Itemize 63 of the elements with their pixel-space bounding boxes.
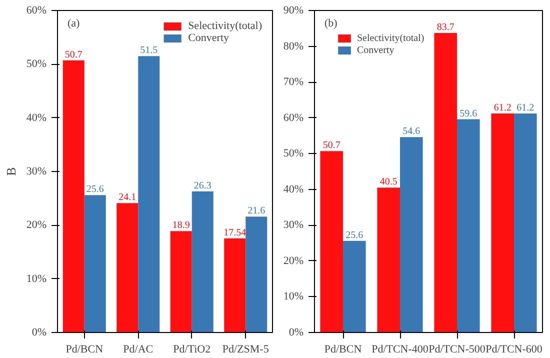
y-tick-label: 40% [283,183,304,196]
bar [514,114,537,332]
annotation: (a) [68,18,80,30]
y-tick-label: 20% [283,254,304,267]
legend-label: Converty [188,32,230,44]
data-label: 18.9 [172,220,190,232]
y-tick-label: 20% [26,219,47,232]
data-label: 40.5 [380,176,398,188]
x-tick-label: Pd/BCN [324,344,362,356]
bar [192,191,214,332]
y-tick-label: 30% [26,166,47,178]
bar [170,231,192,332]
y-tick-label: 40% [26,112,47,124]
y-tick-label: 50% [283,148,304,160]
bar [457,119,480,332]
bar [491,114,514,332]
y-tick-label: 60% [26,4,47,16]
legend-label: Selectivity(total) [188,20,262,32]
data-label: 26.3 [194,180,212,192]
bar [224,238,246,332]
bar [62,60,84,332]
data-label: 61.2 [516,102,534,114]
x-tick-label: Pd/TiO2 [173,344,211,356]
bar [434,33,457,332]
y-tick-label: 90% [283,4,304,16]
y-tick-label: 50% [26,58,47,70]
data-label: 59.6 [460,108,478,120]
data-label: 51.5 [140,45,158,56]
x-tick-label: Pd/TCN-400 [372,344,429,356]
bar [138,56,160,332]
y-tick-label: 10% [26,272,47,285]
data-label: 61.2 [494,102,512,114]
data-label: 50.7 [64,49,82,60]
y-tick-label: 80% [283,40,304,52]
bar [377,188,400,332]
y-tick-label: 0% [32,326,47,338]
y-axis-title: B [3,166,18,176]
legend-label: Selectivity(total) [357,32,424,44]
data-label: 25.6 [346,230,364,241]
y-tick-label: 70% [283,76,304,88]
x-tick-label: Pd/BCN [66,344,104,356]
bar [343,240,366,332]
data-label: 25.6 [86,184,104,196]
y-tick-label: 10% [283,290,304,303]
data-label: 21.6 [248,206,266,217]
data-label: 50.7 [322,140,340,152]
y-tick-label: 0% [288,326,304,338]
y-tick-label: 30% [283,219,304,232]
x-tick-label: Pd/TCN-600 [486,344,543,356]
data-label: 54.6 [402,126,420,138]
y-tick-label: 60% [283,112,304,124]
legend-label: Converty [357,44,394,56]
x-tick-label: Pd/TCN-500 [428,344,486,356]
data-label: 24.1 [118,192,136,204]
bar [116,203,138,332]
bar [320,151,343,332]
x-tick-label: Pd/AC [123,344,154,356]
data-label: 83.7 [436,22,454,34]
annotation: (b) [324,18,338,30]
bar [400,137,423,332]
bar [246,216,268,332]
bar [84,195,106,332]
x-tick-label: Pd/ZSM-5 [222,344,270,356]
